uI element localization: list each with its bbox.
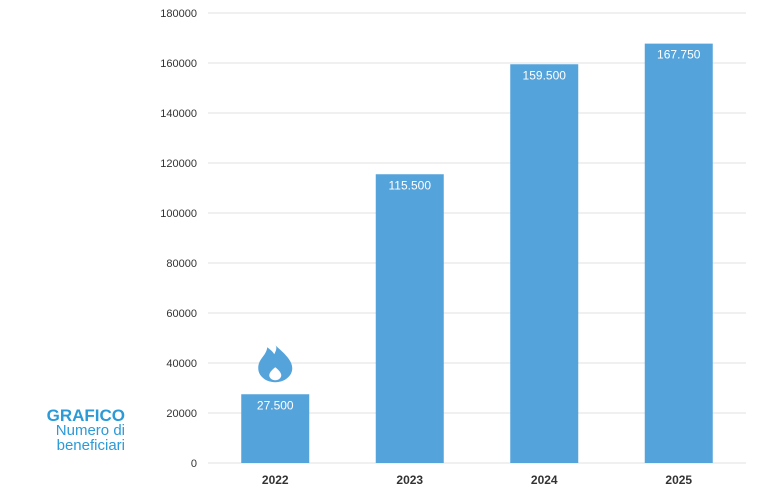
side-label-subtitle-line2: beneficiari (56, 437, 125, 454)
y-tick-label-100000: 100000 (160, 208, 197, 220)
x-tick-label-2025: 2025 (665, 473, 692, 487)
x-tick-label-2023: 2023 (396, 473, 423, 487)
data-label-2022: 27.500 (257, 398, 294, 412)
y-tick-label-160000: 160000 (160, 58, 197, 70)
y-tick-label-140000: 140000 (160, 108, 197, 120)
x-axis-tick-labels: 2022 2023 2024 2025 (262, 473, 693, 487)
chart-side-label: GRAFICO Numero di beneficiari (14, 406, 125, 454)
side-label-title: GRAFICO (46, 406, 125, 425)
data-label-2023: 115.500 (389, 178, 432, 192)
y-tick-label-60000: 60000 (166, 308, 197, 320)
bars: 27.500 115.500 159.500 167.750 (241, 43, 713, 463)
y-tick-label-180000: 180000 (160, 8, 197, 20)
y-tick-label-80000: 80000 (166, 258, 197, 270)
bar-2022 (241, 394, 310, 463)
y-tick-label-40000: 40000 (166, 358, 197, 370)
x-tick-label-2022: 2022 (262, 473, 289, 487)
flame-icon (258, 345, 293, 383)
y-axis-tick-labels: 0 20000 40000 60000 80000 100000 120000 140000 1… (160, 8, 197, 470)
bar-2024 (510, 64, 579, 463)
y-tick-label-120000: 120000 (160, 158, 197, 170)
y-tick-label-20000: 20000 (166, 408, 197, 420)
data-label-2024: 159.500 (523, 68, 567, 82)
bar-2025 (644, 43, 713, 463)
bar-2023 (375, 174, 444, 463)
x-tick-label-2024: 2024 (531, 473, 558, 487)
side-label-subtitle-line1: Numero di (55, 422, 125, 439)
data-label-2025: 167.750 (657, 48, 701, 62)
y-tick-label-0: 0 (191, 458, 197, 470)
